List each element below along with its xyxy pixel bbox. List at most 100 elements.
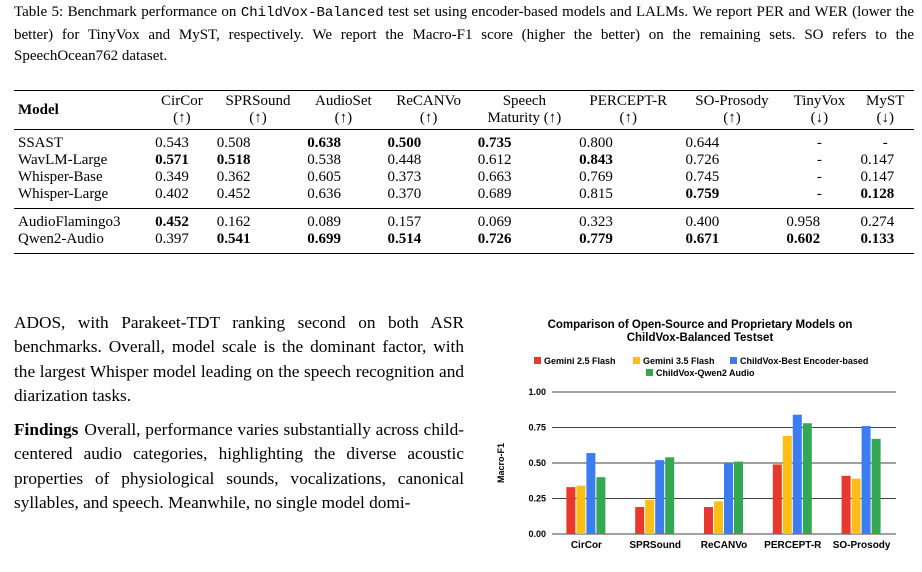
score-cell: 0.162 <box>216 214 251 230</box>
score-cell: 0.638 <box>307 135 342 151</box>
score-cell: 0.699 <box>307 231 342 247</box>
score-cell: 0.323 <box>579 214 613 230</box>
score-cell: 0.958 <box>786 214 821 230</box>
score-cell: 0.605 <box>307 169 342 185</box>
bar <box>665 457 675 534</box>
score-cell: 0.397 <box>155 231 189 247</box>
score-cell: 0.671 <box>685 231 720 247</box>
chart-title-line: Comparison of Open-Source and Proprietar… <box>548 319 853 331</box>
table-header-row: Model CirCor (↑) SPRSound (↑) AudioSet (↑) … <box>14 90 914 130</box>
model-name-cell: Qwen2-Audio <box>18 231 104 247</box>
score-cell: 0.541 <box>216 231 251 247</box>
bar <box>576 485 586 534</box>
y-tick-label: 0.00 <box>528 529 546 539</box>
lalm-models-group: AudioFlamingo3 0.452 0.162 0.089 0.157 0.069 0… <box>14 208 914 254</box>
table-row: Qwen2-Audio 0.397 0.541 0.699 0.514 0.726 0.77… <box>14 231 914 254</box>
legend-label: ChildVox-Best Encoder-based <box>740 356 868 366</box>
paragraph: ADOS, with Parakeet-TDT ranking second o… <box>14 313 464 405</box>
encoder-models-group: SSAST 0.543 0.508 0.638 0.500 0.735 0.800 0.644… <box>14 130 914 209</box>
score-cell: 0.448 <box>387 152 422 168</box>
score-cell: 0.612 <box>477 152 512 168</box>
model-name-cell: Whisper-Large <box>18 186 109 202</box>
bar <box>772 464 782 534</box>
score-cell: 0.089 <box>307 214 342 230</box>
comparison-figure: Comparison of Open-Source and Proprietar… <box>486 316 914 568</box>
column-header: SPRSound (↑) <box>225 93 291 126</box>
bar <box>724 463 733 534</box>
bar <box>871 438 881 534</box>
score-cell: 0.452 <box>216 186 251 202</box>
x-tick-label: ReCANVo <box>701 540 747 551</box>
score-cell: 0.069 <box>477 214 512 230</box>
chart-title-line: ChildVox-Balanced Testset <box>627 332 774 344</box>
legend-swatch <box>534 357 541 364</box>
bar <box>586 453 596 534</box>
score-cell: 0.147 <box>860 169 895 185</box>
score-cell: 0.349 <box>155 169 189 185</box>
score-cell: - <box>816 186 822 202</box>
score-cell: 0.133 <box>860 231 895 247</box>
score-cell: 0.362 <box>216 169 251 185</box>
bar <box>714 501 723 534</box>
score-cell: 0.373 <box>387 169 422 185</box>
score-cell: - <box>882 135 888 151</box>
y-tick-label: 0.75 <box>528 423 546 433</box>
findings-paragraph: Findings Overall, performance varies subs… <box>14 418 464 515</box>
table-row: Whisper-Base 0.349 0.362 0.605 0.373 0.663 0.7… <box>14 169 914 186</box>
score-cell: 0.128 <box>860 186 895 202</box>
score-cell: 0.689 <box>477 186 512 202</box>
table-caption: Table 5: Benchmark performance on ChildV… <box>14 2 914 68</box>
score-cell: 0.745 <box>685 169 720 185</box>
score-cell: 0.514 <box>387 231 422 247</box>
body-text: ADOS, with Parakeet-TDT ranking second o… <box>14 311 464 515</box>
score-cell: 0.726 <box>685 152 720 168</box>
score-cell: - <box>816 169 822 185</box>
score-cell: 0.518 <box>216 152 251 168</box>
legend-swatch <box>646 369 653 376</box>
column-header: AudioSet (↑) <box>315 93 372 126</box>
bar-chart: Comparison of Open-Source and Proprietar… <box>496 319 896 551</box>
column-header: ReCANVo (↑) <box>396 93 461 126</box>
score-cell: 0.147 <box>860 152 895 168</box>
model-name-cell: SSAST <box>18 135 64 151</box>
table-row: AudioFlamingo3 0.452 0.162 0.089 0.157 0.069 0… <box>14 209 914 232</box>
bar <box>596 477 606 534</box>
score-cell: 0.735 <box>477 135 512 151</box>
model-column-header: Model <box>18 101 59 118</box>
bar <box>851 478 861 534</box>
bar <box>841 475 851 534</box>
x-tick-label: SO-Prosody <box>833 540 891 551</box>
score-cell: 0.571 <box>155 152 189 168</box>
column-header: CirCor (↑) <box>161 93 203 126</box>
findings-text: Overall, performance varies substantiall… <box>14 420 464 513</box>
score-cell: 0.400 <box>685 214 720 230</box>
bar <box>782 436 792 534</box>
legend-swatch <box>730 357 737 364</box>
score-cell: 0.843 <box>579 152 613 168</box>
score-cell: 0.370 <box>387 186 422 202</box>
column-header: MyST (↓) <box>866 93 905 126</box>
score-cell: - <box>816 152 822 168</box>
score-cell: - <box>816 135 822 151</box>
score-cell: 0.452 <box>155 214 189 230</box>
table-row: SSAST 0.543 0.508 0.638 0.500 0.735 0.800 0.644… <box>14 130 914 153</box>
column-header: SO-Prosody (↑) <box>695 93 769 126</box>
x-tick-label: SPRSound <box>629 540 681 551</box>
legend-label: Gemini 3.5 Flash <box>643 356 715 366</box>
legend-label: ChildVox-Qwen2 Audio <box>656 368 755 378</box>
bar <box>635 507 645 534</box>
legend-swatch <box>633 357 640 364</box>
findings-heading: Findings <box>14 420 79 440</box>
bar <box>704 507 713 534</box>
score-cell: 0.500 <box>387 135 422 151</box>
score-cell: 0.274 <box>860 214 895 230</box>
bar <box>861 426 871 534</box>
model-name-cell: AudioFlamingo3 <box>18 214 121 230</box>
bar <box>802 423 812 534</box>
y-tick-label: 1.00 <box>528 387 546 397</box>
score-cell: 0.759 <box>685 186 720 202</box>
score-cell: 0.726 <box>477 231 512 247</box>
bar <box>792 414 802 534</box>
model-name-cell: WavLM-Large <box>18 152 108 168</box>
score-cell: 0.644 <box>685 135 720 151</box>
